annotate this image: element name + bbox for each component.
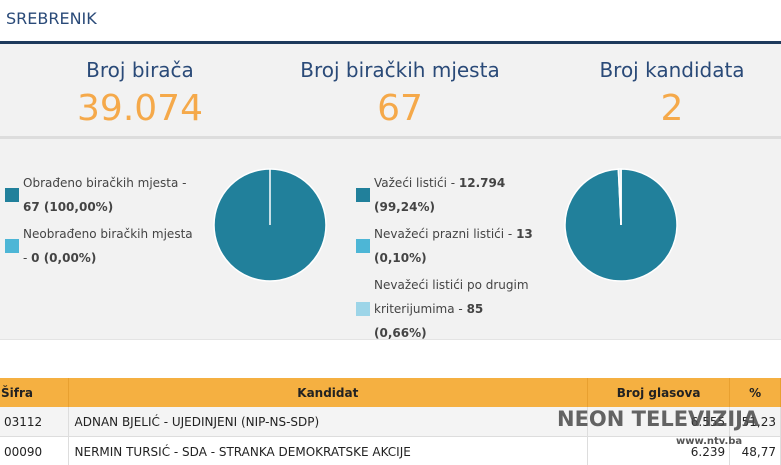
legend-label: Važeći listići - bbox=[374, 176, 456, 190]
title: SREBRENIK bbox=[6, 9, 97, 28]
legend-swatch bbox=[356, 302, 370, 316]
legend-item: Nevažeći listići po drugim kriterijumima… bbox=[356, 273, 536, 345]
column-header: Šifra bbox=[0, 378, 69, 407]
watermark-url: www.ntv.ba bbox=[676, 436, 743, 447]
table-cell: 6.239 bbox=[587, 436, 731, 465]
column-header: Kandidat bbox=[68, 378, 589, 407]
stat-label: Broj birača bbox=[86, 58, 194, 82]
stats-panel: Broj birača 39.074 Broj biračkih mjesta 67 B… bbox=[0, 44, 781, 139]
legend-item: Obrađeno biračkih mjesta - 67 (100,00%) bbox=[5, 171, 195, 219]
legend: Obrađeno biračkih mjesta - 67 (100,00%) N… bbox=[5, 171, 195, 273]
table-cell: 03112 bbox=[0, 407, 69, 437]
stat-value: 67 bbox=[377, 88, 423, 129]
results-table: Šifra Kandidat Broj glasova% 03112 ADNAN BJE… bbox=[0, 378, 781, 465]
legend-value: 13 (0,10%) bbox=[374, 227, 533, 265]
legend-value: 0 (0,00%) bbox=[31, 251, 97, 265]
legend-text: Neobrađeno biračkih mjesta - 0 (0,00%) bbox=[23, 222, 195, 270]
legend-item: Nevažeći prazni listići - 13 (0,10%) bbox=[356, 222, 536, 270]
table-cell: 00090 bbox=[0, 436, 69, 465]
table-cell: 51,23 bbox=[729, 407, 781, 437]
stat: Broj biračkih mjesta 67 bbox=[270, 44, 530, 129]
column-header: Broj glasova bbox=[587, 378, 731, 407]
pies-panel: Obrađeno biračkih mjesta - 67 (100,00%) N… bbox=[0, 139, 781, 340]
legend-label: Nevažeći prazni listići - bbox=[374, 227, 513, 241]
watermark: NEON TELEVIZIJA bbox=[557, 407, 760, 431]
legend-swatch bbox=[5, 239, 19, 253]
legend-value: 85 (0,66%) bbox=[374, 302, 484, 340]
stat: Broj birača 39.074 bbox=[10, 44, 270, 129]
table-header: Šifra Kandidat Broj glasova% bbox=[0, 378, 781, 407]
legend-swatch bbox=[356, 188, 370, 202]
legend: Važeći listići - 12.794 (99,24%) Nevažeći… bbox=[356, 171, 536, 348]
table-cell: 6.555 bbox=[587, 407, 731, 437]
stat-value: 2 bbox=[660, 88, 684, 129]
stat: Broj kandidata 2 bbox=[542, 44, 781, 129]
legend-text: Nevažeći listići po drugim kriterijumima… bbox=[374, 273, 536, 345]
stat-label: Broj kandidata bbox=[599, 58, 745, 82]
table-cell: NERMIN TURSIĆ - SDA - STRANKA DEMOKRATSK… bbox=[68, 436, 589, 465]
legend-text: Važeći listići - 12.794 (99,24%) bbox=[374, 171, 536, 219]
legend-value: 12.794 (99,24%) bbox=[374, 176, 506, 214]
legend-label: Nevažeći listići po drugim kriterijumima… bbox=[374, 278, 529, 316]
legend-label: Neobrađeno biračkih mjesta - bbox=[23, 227, 193, 265]
legend-text: Nevažeći prazni listići - 13 (0,10%) bbox=[374, 222, 536, 270]
legend-item: Važeći listići - 12.794 (99,24%) bbox=[356, 171, 536, 219]
header: SREBRENIK bbox=[0, 0, 781, 44]
legend-text: Obrađeno biračkih mjesta - 67 (100,00%) bbox=[23, 171, 195, 219]
table-cell: 48,77 bbox=[729, 436, 781, 465]
table-row: 03112 ADNAN BJELIĆ - UJEDINJENI (NIP-NS-S… bbox=[0, 407, 781, 437]
column-header: % bbox=[729, 378, 781, 407]
legend-swatch bbox=[5, 188, 19, 202]
legend-label: Obrađeno biračkih mjesta - bbox=[23, 176, 187, 190]
table-body: 03112 ADNAN BJELIĆ - UJEDINJENI (NIP-NS-S… bbox=[0, 407, 781, 465]
legend-value: 67 (100,00%) bbox=[23, 200, 114, 214]
table-cell: ADNAN BJELIĆ - UJEDINJENI (NIP-NS-SDP) bbox=[68, 407, 589, 437]
table-row: 00090 NERMIN TURSIĆ - SDA - STRANKA DEMOK… bbox=[0, 436, 781, 465]
stat-label: Broj biračkih mjesta bbox=[300, 58, 500, 82]
legend-item: Neobrađeno biračkih mjesta - 0 (0,00%) bbox=[5, 222, 195, 270]
stat-value: 39.074 bbox=[77, 88, 203, 129]
pie-area bbox=[213, 168, 678, 282]
legend-swatch bbox=[356, 239, 370, 253]
